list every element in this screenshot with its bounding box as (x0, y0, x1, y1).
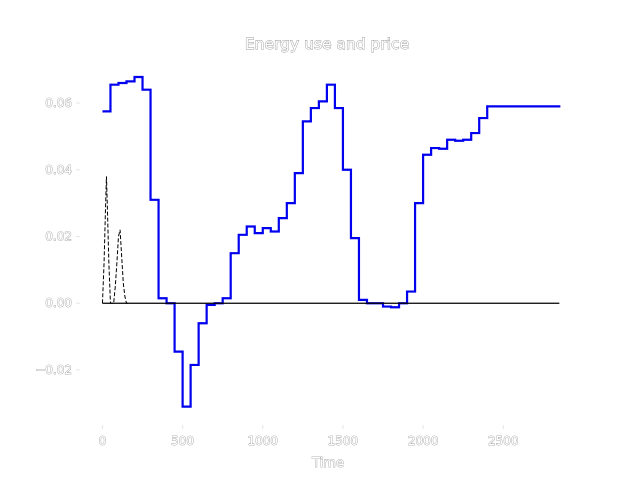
x-tick-label: 500 (171, 434, 194, 448)
x-tick-label: 0 (99, 434, 107, 448)
x-tick-label: 1000 (247, 434, 278, 448)
chart-title: Energy use and price (245, 35, 409, 53)
blue-series-line (102, 75, 561, 408)
y-tick-label: 0.04 (45, 163, 72, 177)
x-tick-label: 1500 (328, 434, 359, 448)
y-axis: −0.02 0.00 0.02 0.04 0.06 (35, 96, 80, 377)
x-tick-label: 2500 (488, 434, 519, 448)
x-axis-label: Time (311, 456, 344, 471)
x-tick-label: 2000 (408, 434, 439, 448)
y-tick-label: 0.02 (45, 229, 72, 243)
black-dashed-spikes-line (101, 176, 130, 304)
y-tick-label: −0.02 (35, 363, 72, 377)
y-tick-label: 0.00 (45, 296, 72, 310)
plot-area (101, 75, 561, 408)
x-axis: 0 500 1000 1500 2000 2500 (98, 425, 519, 448)
y-tick-label: 0.06 (45, 96, 72, 110)
